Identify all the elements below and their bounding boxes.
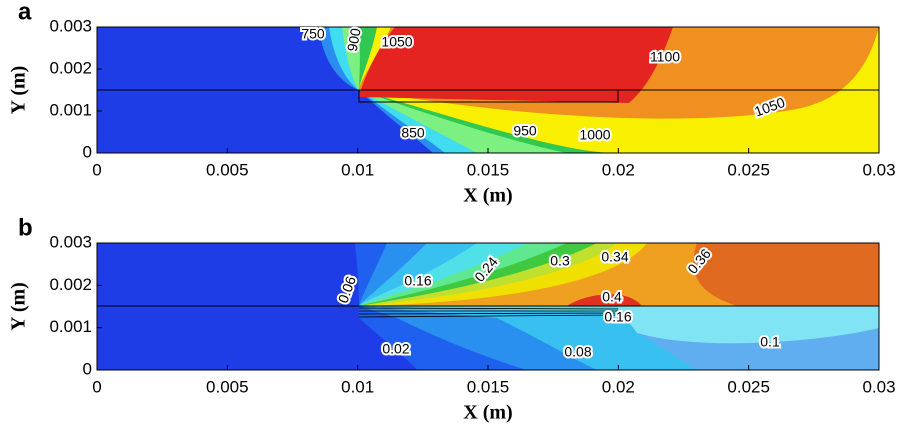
contour-label: 950 xyxy=(513,123,537,139)
contour-label: 1100 xyxy=(650,49,680,65)
x-axis-title: X (m) xyxy=(463,402,512,424)
x-tick-label: 0.01 xyxy=(341,160,374,179)
contour-line xyxy=(358,314,619,318)
y-axis-title: Y (m) xyxy=(8,66,30,115)
contour-label: 1000 xyxy=(579,127,610,143)
y-tick-label: 0.001 xyxy=(49,100,92,119)
inner-box xyxy=(358,89,619,103)
field-region xyxy=(359,27,673,103)
y-tick-label: 0.001 xyxy=(49,317,92,336)
contour-line xyxy=(358,312,619,315)
x-tick-label: 0 xyxy=(92,160,101,179)
dense-contours xyxy=(358,307,619,318)
x-tick-label: 0.015 xyxy=(467,160,510,179)
x-tick-label: 0.03 xyxy=(862,377,895,396)
contour-label: 0.1 xyxy=(760,334,780,350)
contour-label: 0.34 xyxy=(601,249,628,265)
contour-label: 1050 xyxy=(381,34,412,50)
contour-label: 900 xyxy=(344,27,364,53)
contour-label: 0.3 xyxy=(550,253,570,269)
field-region xyxy=(637,328,879,370)
y-tick-label: 0.003 xyxy=(49,16,92,35)
panel-b-field xyxy=(96,242,880,371)
x-tick-label: 0.005 xyxy=(206,377,249,396)
y-tick-label: 0 xyxy=(83,359,92,378)
y-tick-label: 0.003 xyxy=(49,232,92,251)
y-tick-label: 0.002 xyxy=(49,58,92,77)
field-region xyxy=(617,306,879,344)
field-region xyxy=(693,243,879,306)
contour-label: 0.16 xyxy=(604,309,631,325)
contour-label: 750 xyxy=(301,26,325,42)
contour-label: 0.4 xyxy=(602,289,622,305)
x-tick-label: 0.025 xyxy=(727,160,770,179)
contour-line xyxy=(358,307,619,310)
y-axis-title: Y (m) xyxy=(8,282,30,331)
x-tick-label: 0.025 xyxy=(727,377,770,396)
panel-label: b xyxy=(18,214,33,241)
panel-a-field xyxy=(96,26,880,154)
y-tick-label: 0 xyxy=(83,142,92,161)
field-region xyxy=(567,294,642,306)
x-tick-label: 0.01 xyxy=(341,377,374,396)
panel-label: a xyxy=(18,0,32,25)
x-tick-label: 0.02 xyxy=(602,160,635,179)
contour-label: 850 xyxy=(401,125,425,141)
x-tick-label: 0 xyxy=(92,377,101,396)
x-axis-title: X (m) xyxy=(463,185,512,207)
x-tick-label: 0.015 xyxy=(467,377,510,396)
x-tick-label: 0.02 xyxy=(602,377,635,396)
contour-label: 0.02 xyxy=(382,341,409,357)
y-tick-label: 0.002 xyxy=(49,275,92,294)
x-tick-label: 0.005 xyxy=(206,160,249,179)
contour-label: 0.08 xyxy=(564,344,591,360)
x-tick-label: 0.03 xyxy=(862,160,895,179)
contour-label: 0.16 xyxy=(404,273,431,289)
